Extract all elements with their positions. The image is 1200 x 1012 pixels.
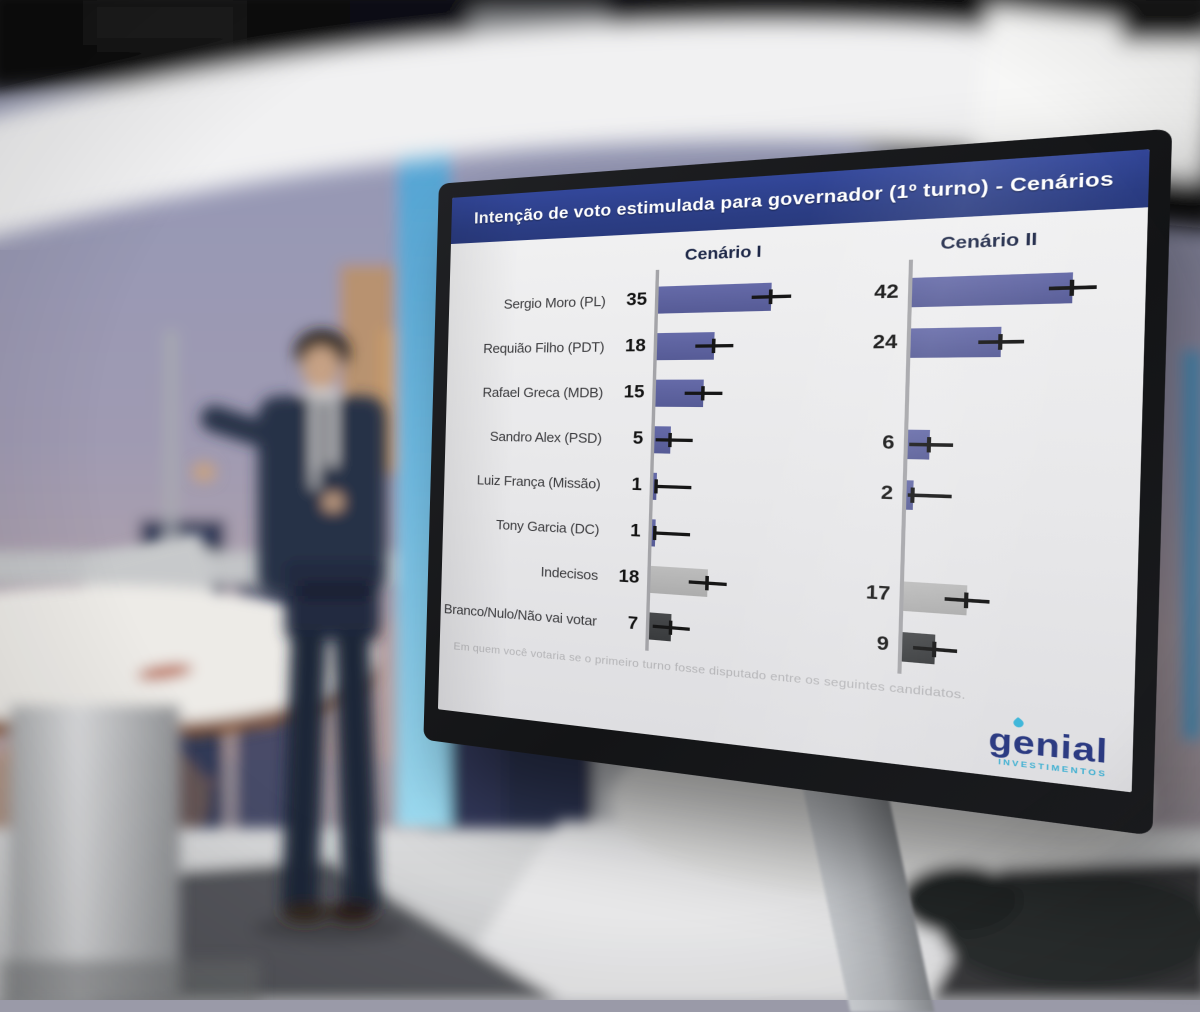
error-bar-tick bbox=[932, 641, 937, 657]
monitor-bezel: Intenção de voto estimulada para governa… bbox=[423, 129, 1172, 836]
candidate-label: Indecisos bbox=[454, 558, 610, 584]
error-bar bbox=[653, 531, 690, 536]
value-label-scenario-2: 24 bbox=[861, 331, 907, 354]
bar-cell-scenario-2 bbox=[905, 367, 1119, 421]
error-bar-tick bbox=[654, 479, 658, 493]
value-label-scenario-1: 18 bbox=[609, 566, 648, 589]
value-label-scenario-1: 1 bbox=[611, 474, 650, 496]
candidate-label: Rafael Greca (MDB) bbox=[458, 385, 614, 401]
candidate-label: Requião Filho (PDT) bbox=[460, 339, 616, 357]
chart-area: Cenário I Cenário II Sergio Moro (PL)35 4… bbox=[438, 207, 1148, 792]
bar-cell-scenario-1 bbox=[654, 270, 835, 323]
error-bar-tick bbox=[998, 333, 1003, 349]
bar-cell-scenario-1 bbox=[652, 368, 833, 417]
candidate-label: Sergio Moro (PL) bbox=[461, 293, 617, 313]
scenario-1-header: Cenário I bbox=[618, 238, 836, 267]
candidate-label: Sandro Alex (PSD) bbox=[457, 428, 613, 446]
bar-cell-scenario-1 bbox=[649, 462, 829, 516]
bar-cell-scenario-2 bbox=[906, 313, 1120, 368]
scenario-2-header: Cenário II bbox=[864, 224, 1123, 256]
error-bar-tick bbox=[653, 525, 657, 539]
error-bar-tick bbox=[705, 575, 709, 590]
value-label-scenario-1: 5 bbox=[613, 428, 652, 449]
candidate-label: Luiz França (Missão) bbox=[456, 471, 612, 492]
column-spacer bbox=[834, 293, 863, 294]
genial-logo: genial INVESTIMENTOS bbox=[988, 723, 1109, 779]
value-label-scenario-1: 1 bbox=[610, 520, 649, 542]
column-spacer bbox=[825, 640, 853, 642]
bar-cell-scenario-2 bbox=[902, 469, 1116, 528]
error-bar-tick bbox=[1070, 279, 1075, 295]
studio-monitor: Intenção de voto estimulada para governa… bbox=[420, 118, 1181, 898]
value-label-scenario-2 bbox=[856, 543, 901, 545]
error-bar-tick bbox=[700, 386, 704, 400]
error-bar bbox=[656, 438, 693, 442]
value-label-scenario-1: 7 bbox=[607, 612, 646, 636]
value-label-scenario-2: 17 bbox=[854, 581, 900, 606]
chart-row: Rafael Greca (MDB)15 bbox=[458, 367, 1128, 421]
value-label-scenario-2: 42 bbox=[863, 281, 909, 305]
candidate-label: Branco/Nulo/Não vai votar bbox=[452, 602, 608, 630]
bar-cell-scenario-1 bbox=[653, 319, 834, 369]
error-bar-tick bbox=[964, 592, 969, 608]
error-bar-tick bbox=[911, 487, 915, 502]
value-label-scenario-2: 6 bbox=[858, 432, 904, 455]
bar-cell-scenario-2 bbox=[903, 418, 1117, 474]
error-bar-tick bbox=[768, 289, 772, 304]
value-label-scenario-2: 9 bbox=[853, 631, 899, 657]
value-label-scenario-1: 35 bbox=[616, 289, 655, 311]
error-bar-tick bbox=[668, 620, 672, 634]
error-bar-tick bbox=[711, 338, 715, 352]
error-bar-tick bbox=[668, 432, 672, 446]
error-bar-tick bbox=[927, 436, 932, 451]
value-label-scenario-1: 18 bbox=[615, 336, 654, 357]
column-spacer bbox=[830, 442, 859, 443]
value-label-scenario-2: 2 bbox=[857, 482, 903, 506]
error-bar bbox=[654, 484, 691, 489]
bar-cell-scenario-1 bbox=[650, 416, 830, 467]
monitor-screen: Intenção de voto estimulada para governa… bbox=[438, 149, 1150, 792]
bar-cell-scenario-2 bbox=[907, 259, 1122, 318]
column-spacer bbox=[829, 492, 858, 493]
column-spacer bbox=[827, 541, 855, 542]
value-label-scenario-1: 15 bbox=[614, 382, 653, 403]
column-spacer bbox=[826, 590, 854, 592]
candidate-label: Tony Garcia (DC) bbox=[455, 515, 611, 538]
